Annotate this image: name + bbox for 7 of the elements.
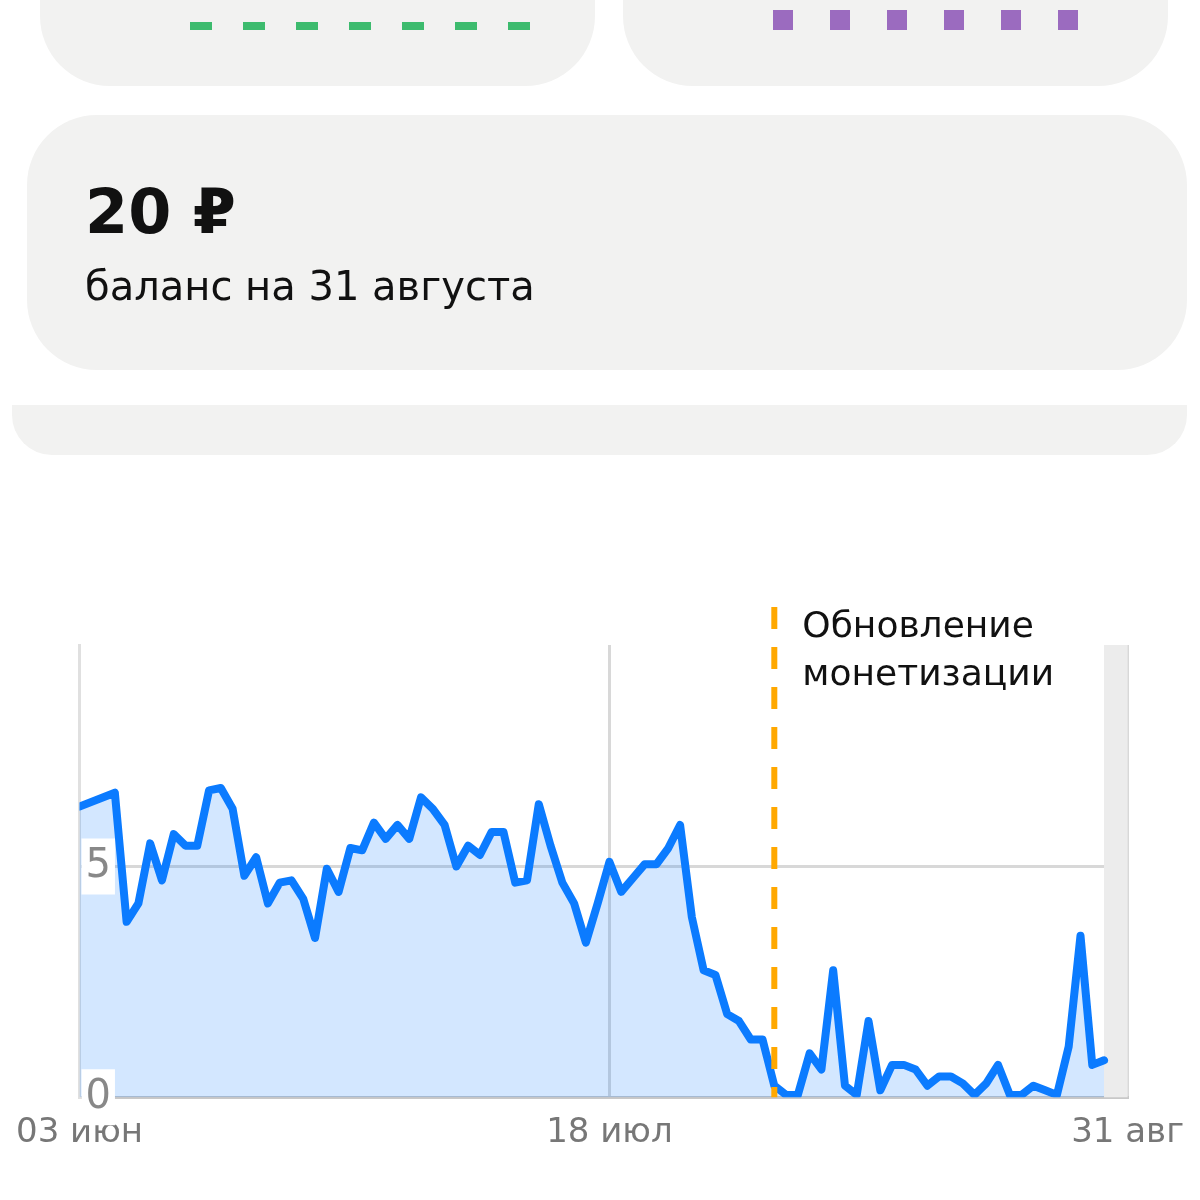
y-tick-label: 0	[85, 1070, 111, 1117]
text: 20 ₽	[85, 175, 237, 248]
y-tick-label: 5	[85, 839, 111, 886]
x-tick-label: 31 авг	[1071, 1110, 1184, 1151]
text: баланс на 31 августа	[85, 263, 535, 309]
x-tick-label: 18 июл	[546, 1110, 673, 1151]
ref-line-label: Обновление монетизации	[802, 604, 1055, 694]
